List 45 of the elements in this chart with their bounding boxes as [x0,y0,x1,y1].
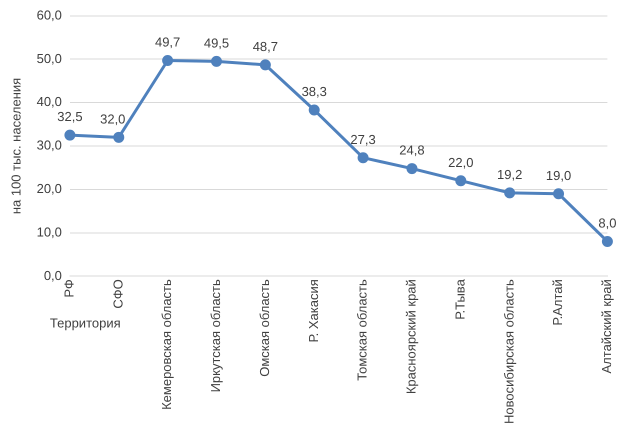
x-tick-label: Красноярский край [404,279,419,394]
point [504,187,516,198]
point [358,152,369,164]
data-label: 8,0 [598,216,616,231]
point [64,130,76,141]
data-label: 49,7 [154,34,180,50]
x-tick-label: Р.Тыва [452,278,468,320]
data-label: 19,2 [497,166,522,182]
x-tick-label: Новосибирская область [501,278,516,424]
x-axis-title: Территория [50,316,121,331]
x-tick-label: Омская область [256,278,272,377]
point [162,55,174,66]
y-tick-label: 10,0 [36,224,62,240]
point [553,188,564,200]
y-tick-label: 20,0 [36,180,62,196]
data-label: 22,0 [448,154,474,170]
x-tick-label: СФО [110,279,126,309]
x-tick-label: Томская область [354,278,370,381]
y-tick-label: 50,0 [36,50,62,66]
y-tick-label: 30,0 [36,138,62,153]
x-tick-label: Р.Алтай [550,279,566,326]
data-label: 24,8 [399,142,425,158]
x-tick-label: РФ [61,279,76,298]
y-tick-label: 40,0 [36,94,62,110]
point [602,236,613,247]
point [455,175,466,186]
x-tick-label: Р. Хакасия [306,279,321,343]
point [260,59,271,70]
y-tick-label: 0,0 [44,268,62,283]
data-label: 27,3 [350,132,376,147]
point [210,56,222,67]
point [113,132,124,143]
data-label: 38,3 [302,84,327,100]
data-label: 32,5 [57,109,83,124]
data-label: 49,5 [204,35,230,50]
point [406,163,418,174]
data-label: 48,7 [252,38,278,54]
data-label: 19,0 [546,168,572,183]
x-tick-label: Кемеровская область [159,278,174,410]
x-tick-label: Иркутская область [208,278,224,392]
y-axis-title: на 100 тыс. населения [8,78,24,214]
x-tick-label: Алтайский край [598,279,614,374]
point [308,104,320,116]
y-tick-label: 60,0 [36,7,62,22]
data-label: 32,0 [100,111,126,126]
